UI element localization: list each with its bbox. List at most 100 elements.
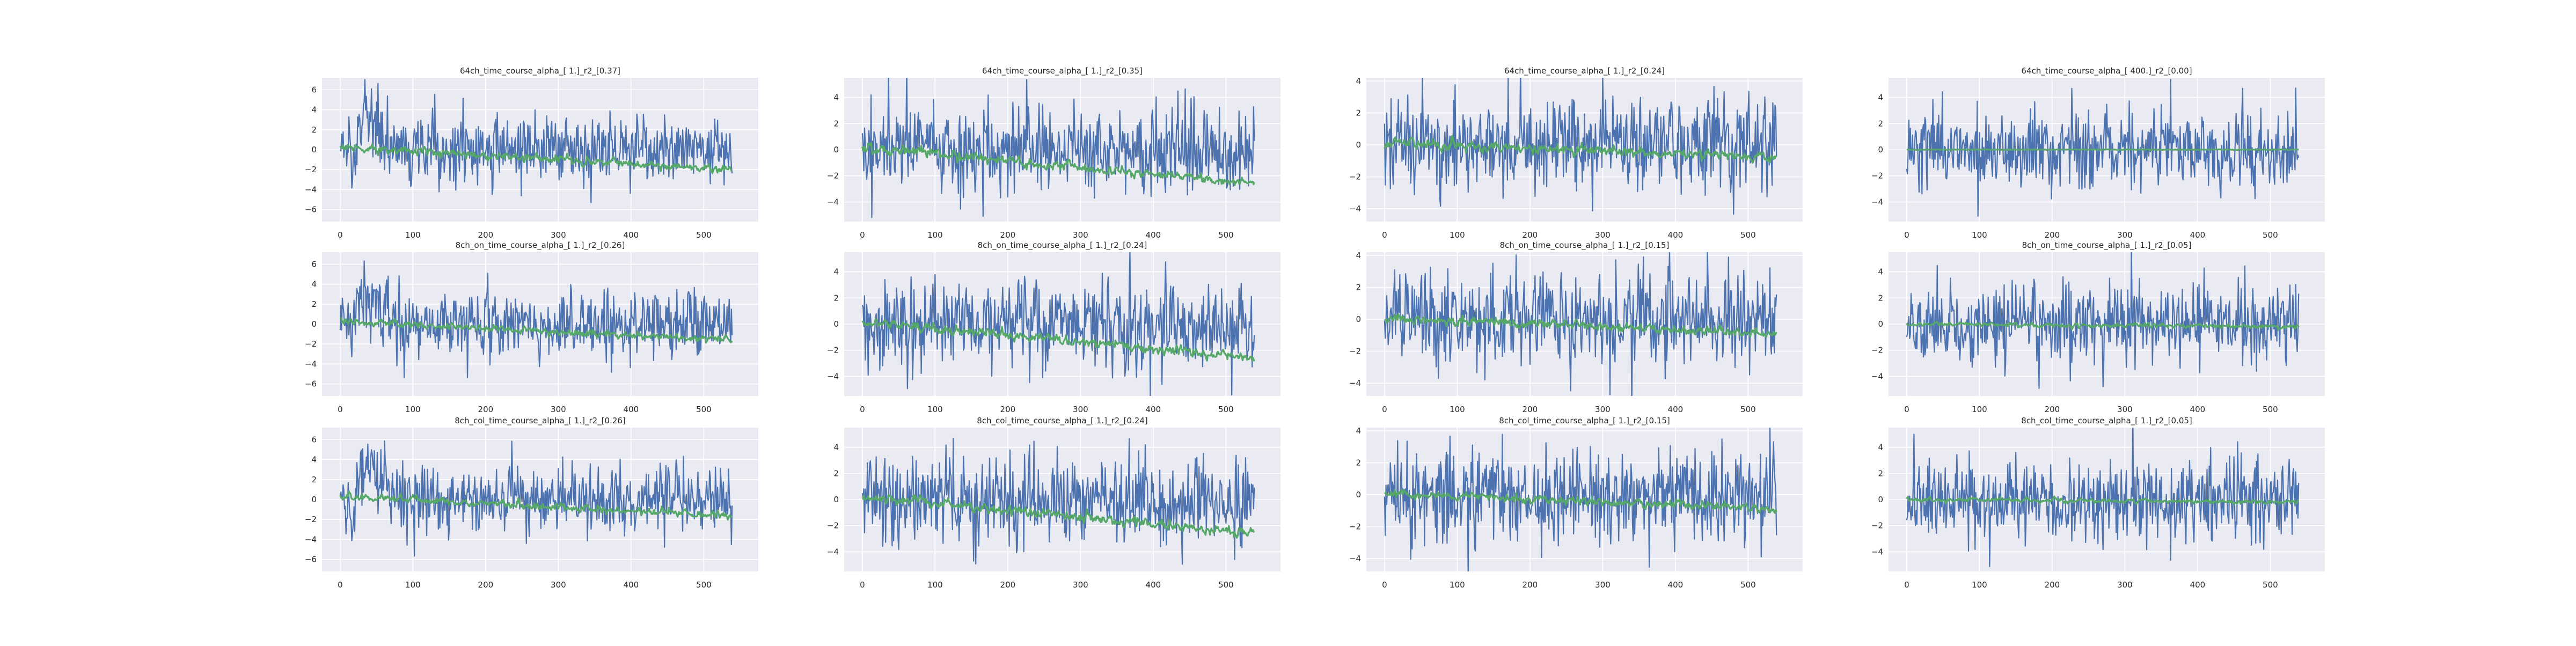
x-tick-label: 100 <box>1972 230 1987 240</box>
series-line-2 <box>1906 321 2300 331</box>
series-line-1 <box>861 78 1255 218</box>
subplot-title: 8ch_col_time_course_alpha_[ 1.]_r2_[0.15… <box>1499 416 1670 426</box>
y-tick-label: −4 <box>827 197 839 207</box>
y-tick-label: 0 <box>311 145 317 155</box>
subplot-9: 0 100 200 300 400 500 −6 −4 −2 0 2 4 6 8ch_col_time_c… <box>305 416 758 590</box>
y-tick-label: −2 <box>1871 521 1883 531</box>
x-tick-label: 0 <box>1382 580 1387 590</box>
subplot-title: 64ch_time_course_alpha_[ 400.]_r2_[0.00] <box>2021 66 2192 76</box>
y-tick-label: −2 <box>305 515 317 524</box>
x-tick-label: 400 <box>2190 405 2206 414</box>
subplot-title: 8ch_col_time_course_alpha_[ 1.]_r2_[0.26… <box>455 416 626 426</box>
x-tick-label: 300 <box>1595 580 1611 590</box>
subplot-title: 8ch_on_time_course_alpha_[ 1.]_r2_[0.05] <box>2022 240 2192 251</box>
series-line-1 <box>1906 79 2300 217</box>
y-tick-label: 2 <box>311 125 317 135</box>
x-tick-label: 500 <box>696 230 712 240</box>
y-tick-label: 0 <box>1878 495 1883 504</box>
y-tick-label: −2 <box>305 165 317 174</box>
x-tick-label: 0 <box>1382 405 1387 414</box>
series-line-2 <box>861 318 1255 362</box>
x-tick-label: 200 <box>2045 580 2060 590</box>
x-tick-label: 200 <box>1000 230 1016 240</box>
y-tick-label: −6 <box>305 555 317 564</box>
series-line-1 <box>339 440 733 557</box>
x-tick-label: 200 <box>478 580 494 590</box>
y-tick-label: 4 <box>1878 443 1883 452</box>
y-tick-label: 6 <box>311 259 317 269</box>
x-tick-label: 500 <box>1218 230 1234 240</box>
subplot-title: 8ch_on_time_course_alpha_[ 1.]_r2_[0.24] <box>978 240 1147 251</box>
x-tick-label: 200 <box>478 230 494 240</box>
x-tick-label: 500 <box>696 405 712 414</box>
y-tick-label: −2 <box>1349 172 1361 182</box>
y-tick-label: 0 <box>1356 140 1361 150</box>
subplot-11: 0 100 200 300 400 500 −4 −2 0 2 4 8ch_col_time_cour… <box>1349 416 1803 590</box>
x-tick-label: 300 <box>1073 580 1088 590</box>
y-tick-label: 4 <box>833 267 839 277</box>
y-tick-label: 0 <box>1356 490 1361 500</box>
y-tick-label: 2 <box>833 119 839 128</box>
y-tick-label: −4 <box>1871 197 1883 207</box>
y-tick-label: −2 <box>1871 171 1883 181</box>
subplot-7: 0 100 200 300 400 500 −4 −2 0 2 4 8ch_on_time_cours… <box>1349 240 1803 414</box>
y-tick-label: −4 <box>1349 378 1361 388</box>
subplot-title: 8ch_col_time_course_alpha_[ 1.]_r2_[0.05… <box>2021 416 2192 426</box>
y-tick-label: 2 <box>1356 458 1361 468</box>
x-tick-label: 200 <box>2045 230 2060 240</box>
x-tick-label: 200 <box>478 405 494 414</box>
y-tick-label: 4 <box>311 280 317 289</box>
subplot-6: 0 100 200 300 400 500 −4 −2 0 2 4 8ch_on_time_cours… <box>827 240 1280 414</box>
x-tick-label: 400 <box>624 230 639 240</box>
y-tick-label: −2 <box>827 521 839 531</box>
y-tick-label: 2 <box>1356 108 1361 118</box>
y-tick-label: 2 <box>1356 283 1361 292</box>
x-tick-label: 500 <box>1218 580 1234 590</box>
x-tick-label: 100 <box>1450 405 1465 414</box>
x-tick-label: 500 <box>1218 405 1234 414</box>
subplot-title: 64ch_time_course_alpha_[ 1.]_r2_[0.37] <box>460 66 620 76</box>
subplot-12: 0 100 200 300 400 500 −4 −2 0 2 4 8ch_col_time_cour… <box>1871 416 2325 590</box>
x-tick-label: 100 <box>405 405 421 414</box>
x-tick-label: 300 <box>2117 405 2133 414</box>
x-tick-label: 0 <box>1382 230 1387 240</box>
y-tick-label: 0 <box>1878 145 1883 155</box>
y-tick-label: −6 <box>305 205 317 215</box>
x-tick-label: 0 <box>1904 405 1909 414</box>
y-tick-label: −4 <box>827 547 839 556</box>
x-tick-label: 400 <box>1668 580 1684 590</box>
x-tick-label: 400 <box>1668 230 1684 240</box>
y-tick-label: 2 <box>1878 119 1883 128</box>
y-tick-label: 0 <box>311 495 317 504</box>
y-tick-label: 2 <box>1878 293 1883 303</box>
y-tick-label: −2 <box>1349 522 1361 532</box>
x-tick-label: 0 <box>860 230 865 240</box>
series-line-2 <box>1906 495 2300 505</box>
y-tick-label: 4 <box>311 105 317 115</box>
x-tick-label: 100 <box>405 230 421 240</box>
x-tick-label: 0 <box>1904 230 1909 240</box>
y-tick-label: −4 <box>1871 547 1883 556</box>
y-tick-label: 4 <box>1356 76 1361 86</box>
x-tick-label: 100 <box>927 230 943 240</box>
y-tick-label: 2 <box>833 293 839 303</box>
x-tick-label: 200 <box>1000 405 1016 414</box>
series-line-1 <box>1906 428 2300 567</box>
x-tick-label: 500 <box>1740 405 1756 414</box>
y-tick-label: −2 <box>827 346 839 355</box>
y-tick-label: 2 <box>833 468 839 478</box>
y-tick-label: 4 <box>1878 93 1883 102</box>
x-tick-label: 200 <box>1523 230 1538 240</box>
series-line-2 <box>862 494 1255 539</box>
series-line-2 <box>1384 135 1777 164</box>
series-line-2 <box>861 142 1255 186</box>
subplot-5: 0 100 200 300 400 500 −6 −4 −2 0 2 4 6 8ch_on_time_co… <box>305 240 758 414</box>
x-tick-label: 0 <box>860 405 865 414</box>
y-tick-label: −2 <box>1871 346 1883 355</box>
y-tick-label: 4 <box>833 443 839 452</box>
x-tick-label: 300 <box>2117 580 2133 590</box>
series-line-1 <box>861 437 1255 565</box>
x-tick-label: 400 <box>1146 405 1161 414</box>
y-tick-label: 6 <box>311 85 317 94</box>
